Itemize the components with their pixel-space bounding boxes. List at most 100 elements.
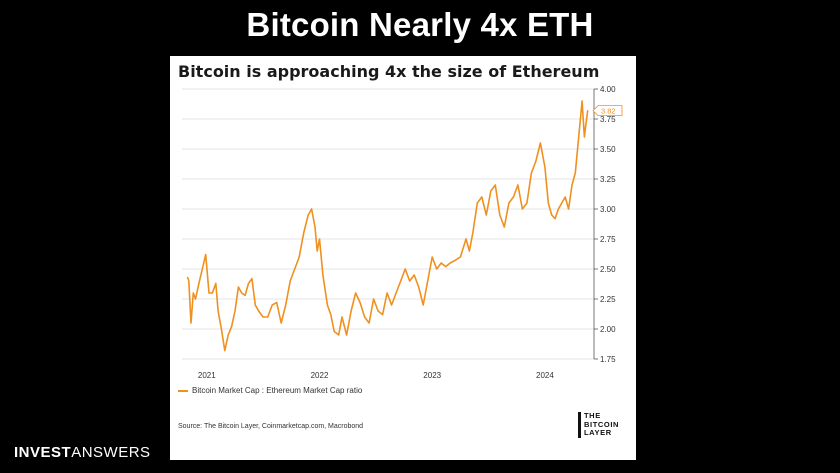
data-point: [188, 280, 190, 282]
data-point: [382, 314, 384, 316]
legend-swatch: [178, 389, 188, 392]
x-tick-label: 2022: [311, 371, 329, 380]
data-point: [440, 262, 442, 264]
data-point: [307, 214, 309, 216]
data-point: [485, 214, 487, 216]
data-point: [187, 276, 189, 278]
data-point: [276, 302, 278, 304]
data-point: [294, 268, 296, 270]
data-point: [391, 304, 393, 306]
slide-title: Bitcoin Nearly 4x ETH: [246, 6, 594, 43]
y-tick-label: 2.50: [600, 265, 616, 274]
data-point: [322, 274, 324, 276]
chart-legend: Bitcoin Market Cap : Ethereum Market Cap…: [178, 386, 362, 395]
chart-title: Bitcoin is approaching 4x the size of Et…: [178, 62, 600, 81]
data-point: [468, 250, 470, 252]
y-tick-label: 1.75: [600, 355, 616, 364]
y-tick-label: 4.00: [600, 85, 616, 94]
legend-label: Bitcoin Market Cap : Ethereum Market Cap…: [192, 386, 363, 395]
data-point: [285, 304, 287, 306]
y-tick-label: 3.50: [600, 145, 616, 154]
x-axis-ticks: 2021 2022 2023 2024: [198, 371, 554, 380]
y-tick-label: 2.25: [600, 295, 616, 304]
data-point: [298, 256, 300, 258]
data-point: [584, 126, 587, 128]
data-point: [326, 304, 328, 306]
y-tick-label: 2.75: [600, 235, 616, 244]
data-point: [459, 256, 461, 258]
data-point: [445, 266, 447, 268]
data-point: [583, 136, 585, 138]
data-point: [333, 330, 335, 332]
data-point: [465, 238, 467, 240]
data-point: [368, 322, 370, 324]
data-point: [254, 304, 256, 306]
data-point: [311, 208, 313, 210]
data-point: [217, 310, 219, 312]
data-point: [490, 190, 492, 192]
data-point: [395, 292, 397, 294]
x-tick-label: 2024: [536, 371, 554, 380]
line-chart: 4.00 3.75 3.50 3.25 3.00 2.75 2.50 2.25 2.00 1.75…: [182, 85, 623, 380]
data-point: [318, 238, 321, 240]
source-note: Source: The Bitcoin Layer, Coinmarketcap…: [178, 423, 364, 430]
data-point: [454, 260, 456, 262]
brand-part-1: INVEST: [14, 444, 72, 461]
data-point: [341, 316, 343, 318]
data-point: [192, 292, 194, 294]
data-point: [481, 196, 483, 198]
data-point: [289, 280, 291, 282]
data-point: [574, 172, 576, 174]
data-point: [413, 274, 415, 276]
data-point: [280, 322, 282, 324]
data-point: [359, 302, 361, 304]
data-point: [568, 208, 570, 210]
data-point: [521, 208, 523, 210]
data-point: [512, 196, 514, 198]
data-point: [231, 326, 233, 328]
data-point: [494, 184, 496, 186]
data-point: [544, 166, 546, 168]
data-point: [271, 304, 273, 306]
data-point: [224, 350, 226, 352]
data-point: [208, 292, 210, 294]
data-point: [449, 262, 451, 264]
data-point: [237, 286, 239, 288]
chart-panel: Bitcoin is approaching 4x the size of Et…: [170, 56, 636, 460]
y-tick-label: 3.00: [600, 205, 616, 214]
data-point: [330, 314, 332, 316]
last-value-callout: 3.82: [592, 105, 623, 116]
data-point: [201, 268, 203, 270]
data-point: [404, 268, 406, 270]
data-point: [472, 232, 474, 234]
y-axis-ticks: 4.00 3.75 3.50 3.25 3.00 2.75 2.50 2.25 2.00 1.75: [600, 85, 616, 364]
data-point: [535, 160, 537, 162]
data-point: [400, 280, 402, 282]
data-point: [551, 214, 553, 216]
bitcoin-layer-logo: THE BITCOIN LAYER: [578, 411, 636, 438]
x-tick-label: 2023: [423, 371, 441, 380]
data-point: [418, 286, 420, 288]
data-point: [198, 282, 200, 284]
data-point: [215, 282, 217, 284]
logo-bar: [578, 412, 581, 438]
data-point: [530, 172, 532, 174]
data-point: [262, 316, 264, 318]
data-point: [581, 100, 583, 102]
data-point: [247, 282, 250, 284]
data-point: [587, 110, 589, 112]
data-point: [314, 226, 316, 228]
data-point: [211, 292, 213, 294]
data-point: [539, 142, 541, 144]
data-point: [526, 202, 528, 204]
data-point: [350, 310, 352, 312]
data-point: [508, 202, 510, 204]
data-point: [338, 334, 340, 336]
data-point: [503, 226, 505, 228]
data-point: [547, 202, 549, 204]
data-point: [571, 184, 573, 186]
data-point: [364, 316, 366, 318]
data-point: [561, 202, 563, 204]
logo-text: THE BITCOIN LAYER: [584, 411, 620, 437]
data-point: [427, 280, 429, 282]
